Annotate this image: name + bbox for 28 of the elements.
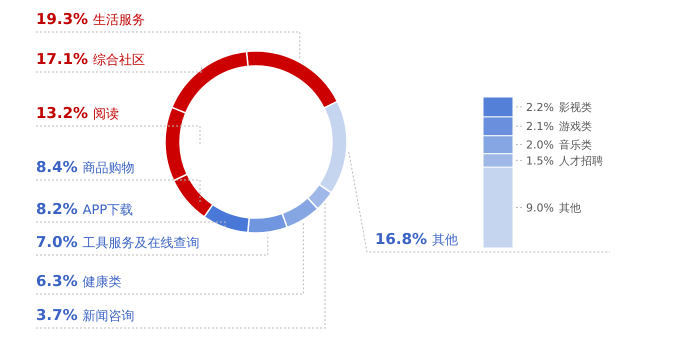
slice-label: 其他: [432, 233, 458, 248]
text: 游戏类: [559, 120, 592, 134]
slice-label: 商品购物: [82, 161, 135, 176]
data-label: 2.0%: [526, 138, 554, 152]
data-label: 7.0%: [36, 233, 78, 251]
slice-label: 综合社区: [93, 53, 146, 68]
data-label: 8.4%: [36, 158, 78, 176]
text: 影视类: [559, 100, 592, 114]
slice-label: APP下载: [82, 203, 134, 218]
data-label: 9.0%: [526, 202, 554, 215]
data-label: 2.1%: [526, 120, 554, 134]
data-label: 2.2%: [526, 100, 554, 114]
text: 人才招聘: [559, 154, 603, 168]
data-label: 19.3%: [36, 10, 88, 28]
slice-label: 健康类: [82, 275, 122, 290]
text: 音乐类: [559, 138, 592, 152]
data-label: 16.8%: [375, 230, 428, 248]
data-label: 8.2%: [36, 200, 78, 218]
slice-label: 工具服务及在线查询: [82, 236, 200, 251]
data-label: 17.1%: [36, 50, 88, 68]
text: 其他: [559, 202, 581, 215]
data-label: 3.7%: [36, 306, 78, 324]
slice-label: 新闻咨询: [82, 309, 135, 324]
data-label: 13.2%: [36, 104, 88, 122]
data-label: 1.5%: [526, 154, 554, 168]
data-label: 6.3%: [36, 272, 78, 290]
slice-label: 阅读: [93, 107, 120, 122]
slice-label: 生活服务: [93, 13, 146, 28]
